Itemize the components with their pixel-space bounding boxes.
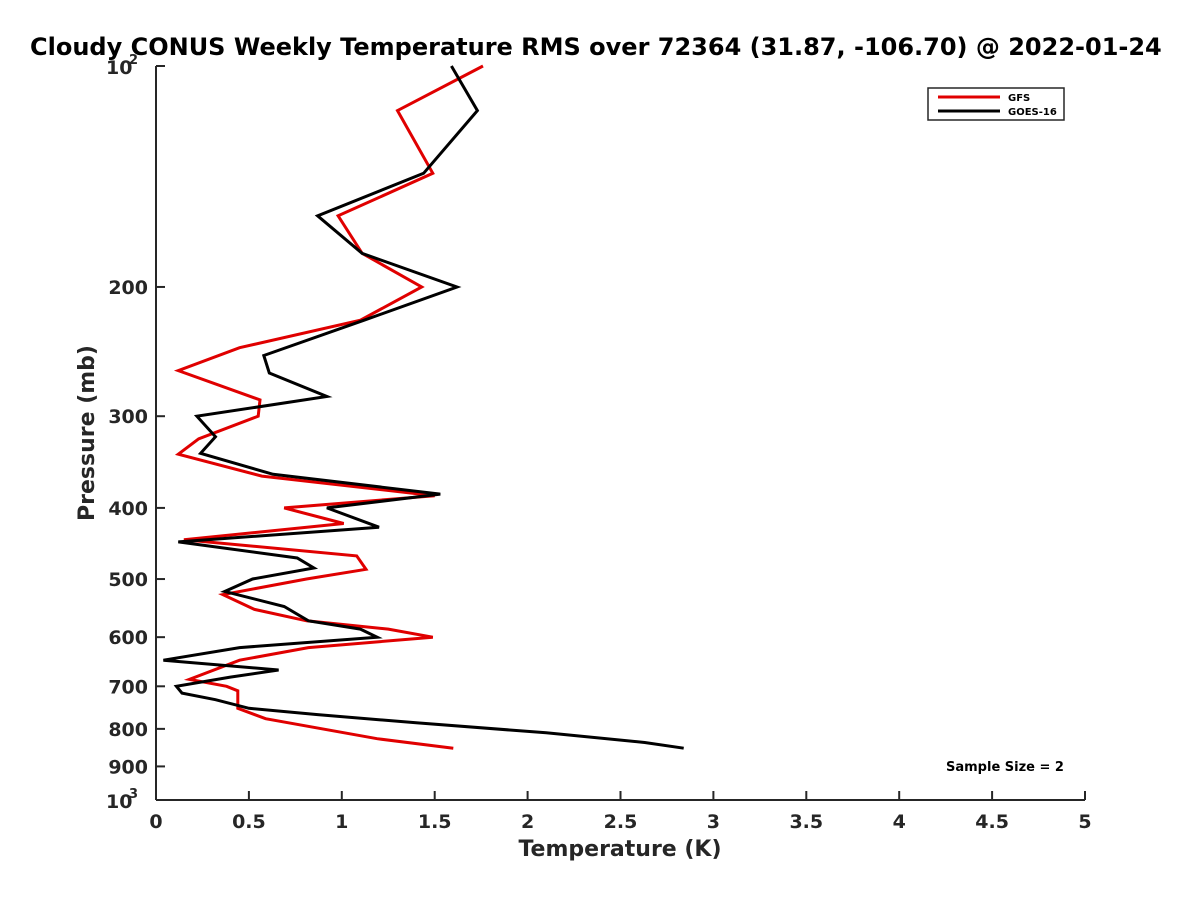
sample-size-annotation: Sample Size = 2 [946, 760, 1064, 775]
y-axis-label: Pressure (mb) [75, 345, 100, 521]
y-tick-label: 200 [108, 277, 148, 299]
x-tick-label: 2.5 [604, 811, 638, 833]
y-tick-label: 900 [108, 756, 148, 778]
y-tick-label: 700 [108, 676, 148, 698]
x-axis-label: Temperature (K) [518, 837, 721, 862]
y-tick-label: 400 [108, 498, 148, 520]
x-tick-label: 1.5 [418, 811, 452, 833]
legend-label: GFS [1008, 93, 1030, 104]
legend-label: GOES-16 [1008, 107, 1057, 118]
y-tick-label: 102 [106, 53, 138, 79]
x-tick-label: 0.5 [232, 811, 266, 833]
y-tick-label: 800 [108, 719, 148, 741]
x-tick-label: 3.5 [789, 811, 823, 833]
y-tick-exponent: 3 [129, 787, 138, 802]
y-tick-label: 500 [108, 569, 148, 591]
chart-title: Cloudy CONUS Weekly Temperature RMS over… [30, 33, 1162, 61]
series-line-gfs [173, 64, 484, 750]
y-tick-base: 10 [106, 57, 132, 79]
y-tick-label: 300 [108, 406, 148, 428]
y-tick-label: 103 [106, 787, 138, 813]
plot-area: 0 0.5 1 1.5 2 2.5 3 3.5 4 4.5 51022003004005006007… [106, 53, 1092, 833]
x-tick-label: 4.5 [975, 811, 1009, 833]
x-tick-label: 2 [521, 811, 534, 833]
series-line-goes-16 [163, 65, 684, 750]
legend-box [927, 87, 1065, 121]
y-tick-base: 10 [106, 791, 132, 813]
y-tick-label: 600 [108, 627, 148, 649]
x-tick-label: 4 [893, 811, 906, 833]
x-tick-label: 0 [149, 811, 162, 833]
legend: GFS GOES-16 [927, 87, 1065, 121]
x-tick-label: 1 [335, 811, 348, 833]
y-tick-exponent: 2 [129, 53, 138, 68]
x-tick-label: 5 [1078, 811, 1091, 833]
x-tick-label: 3 [707, 811, 720, 833]
